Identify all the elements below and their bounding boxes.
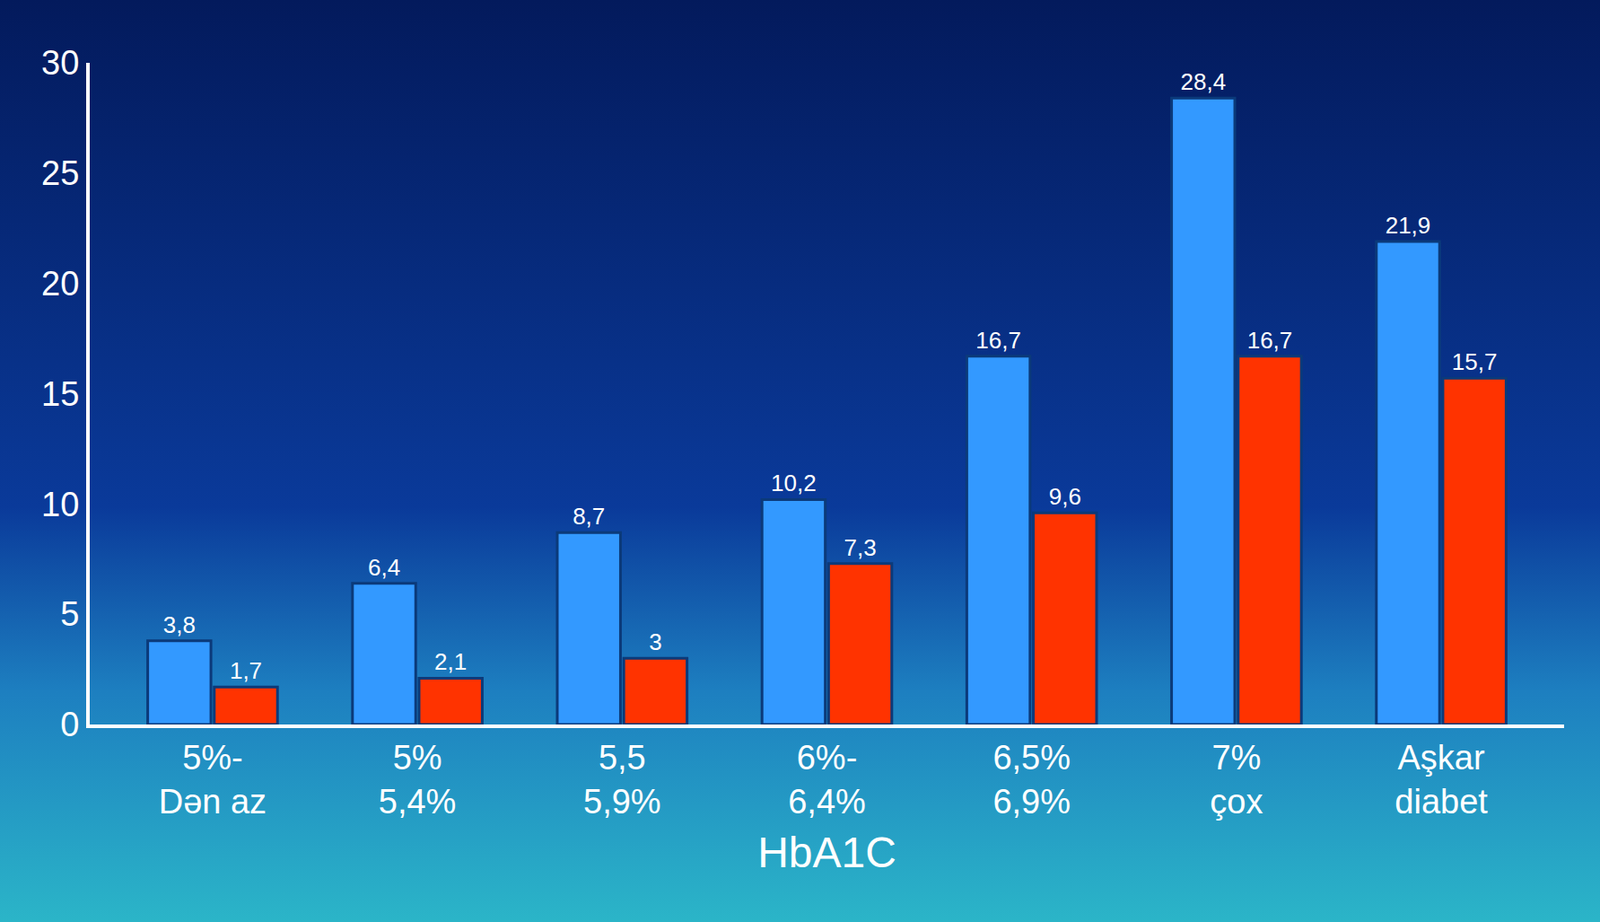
svg-text:10,2: 10,2 xyxy=(770,469,817,497)
svg-text:16,7: 16,7 xyxy=(1247,326,1294,354)
svg-text:3,8: 3,8 xyxy=(163,611,196,639)
svg-text:6%-6,4%: 6%-6,4% xyxy=(787,738,866,821)
svg-text:7,3: 7,3 xyxy=(844,533,877,561)
svg-text:1,7: 1,7 xyxy=(229,656,263,684)
svg-text:5%-Dən az: 5%-Dən az xyxy=(158,738,267,821)
svg-text:8,7: 8,7 xyxy=(572,502,605,530)
svg-text:5,55,9%: 5,55,9% xyxy=(583,738,662,821)
svg-text:15: 15 xyxy=(41,375,79,413)
svg-text:28,4: 28,4 xyxy=(1180,68,1227,96)
svg-text:25: 25 xyxy=(41,154,79,193)
svg-text:Aşkardiabet: Aşkardiabet xyxy=(1394,738,1488,821)
svg-text:30: 30 xyxy=(41,43,79,82)
svg-text:2,1: 2,1 xyxy=(434,647,467,675)
svg-text:21,9: 21,9 xyxy=(1385,211,1432,239)
svg-text:7%çox: 7%çox xyxy=(1209,738,1263,821)
svg-text:0: 0 xyxy=(60,705,79,744)
svg-text:3: 3 xyxy=(648,628,662,656)
svg-text:6,4: 6,4 xyxy=(367,553,401,581)
svg-text:6,5%6,9%: 6,5%6,9% xyxy=(992,738,1071,821)
svg-text:20: 20 xyxy=(41,264,79,303)
svg-text:9,6: 9,6 xyxy=(1049,482,1082,510)
svg-text:HbA1C: HbA1C xyxy=(757,828,897,876)
svg-text:5: 5 xyxy=(60,594,79,633)
svg-text:16,7: 16,7 xyxy=(975,326,1022,354)
svg-text:10: 10 xyxy=(41,485,79,524)
svg-text:5%5,4%: 5%5,4% xyxy=(378,738,457,821)
svg-text:15,7: 15,7 xyxy=(1451,348,1498,376)
